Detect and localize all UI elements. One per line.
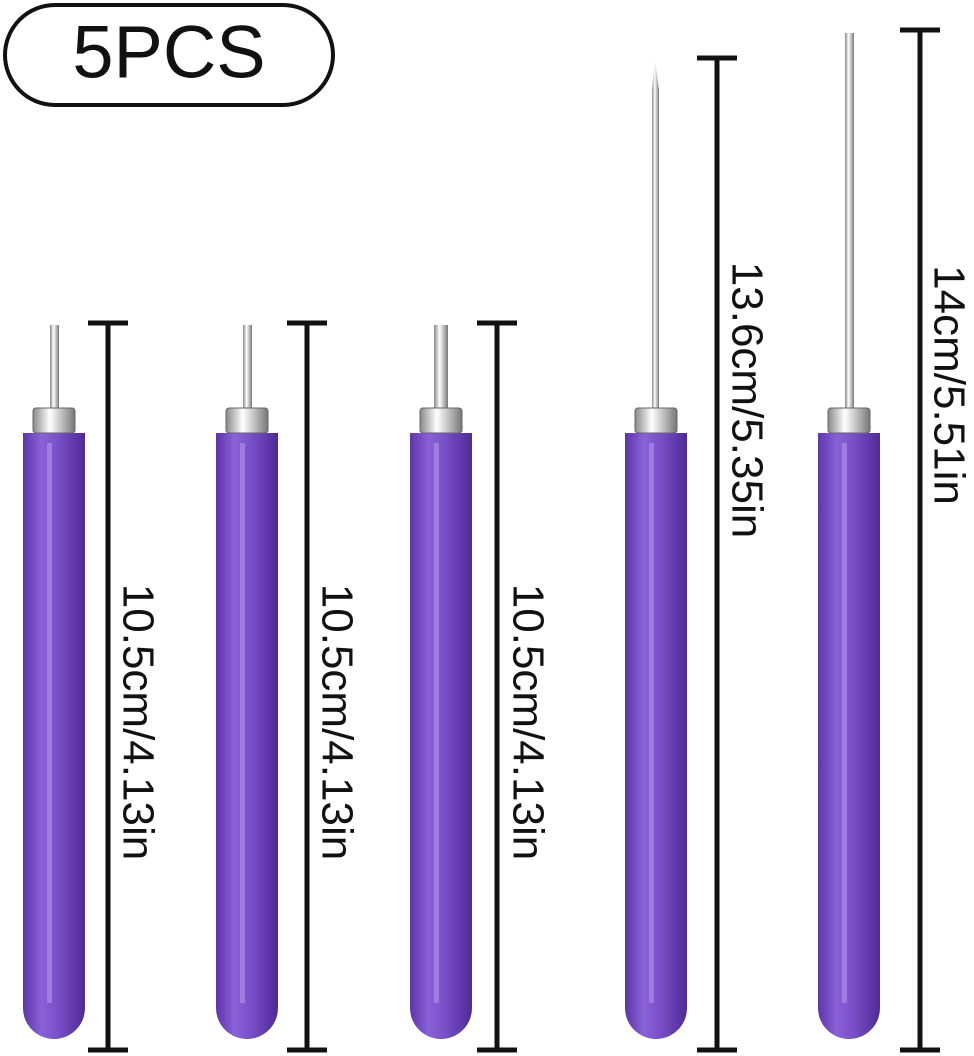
size-label: 10.5cm/4.13in (113, 584, 162, 860)
size-label: 10.5cm/4.13in (503, 584, 552, 860)
tool: 10.5cm/4.13in (215, 320, 361, 1053)
tool: 13.6cm/5.35in (624, 55, 771, 1053)
tool: 10.5cm/4.13in (409, 320, 552, 1053)
tool: 14cm/5.51in (817, 27, 973, 1053)
size-label: 14cm/5.51in (924, 265, 973, 505)
size-label: 13.6cm/5.35in (722, 262, 771, 538)
size-label: 10.5cm/4.13in (312, 584, 361, 860)
tool: 10.5cm/4.13in (22, 320, 162, 1053)
badge-text: 5PCS (72, 11, 265, 94)
badge (3, 3, 335, 107)
